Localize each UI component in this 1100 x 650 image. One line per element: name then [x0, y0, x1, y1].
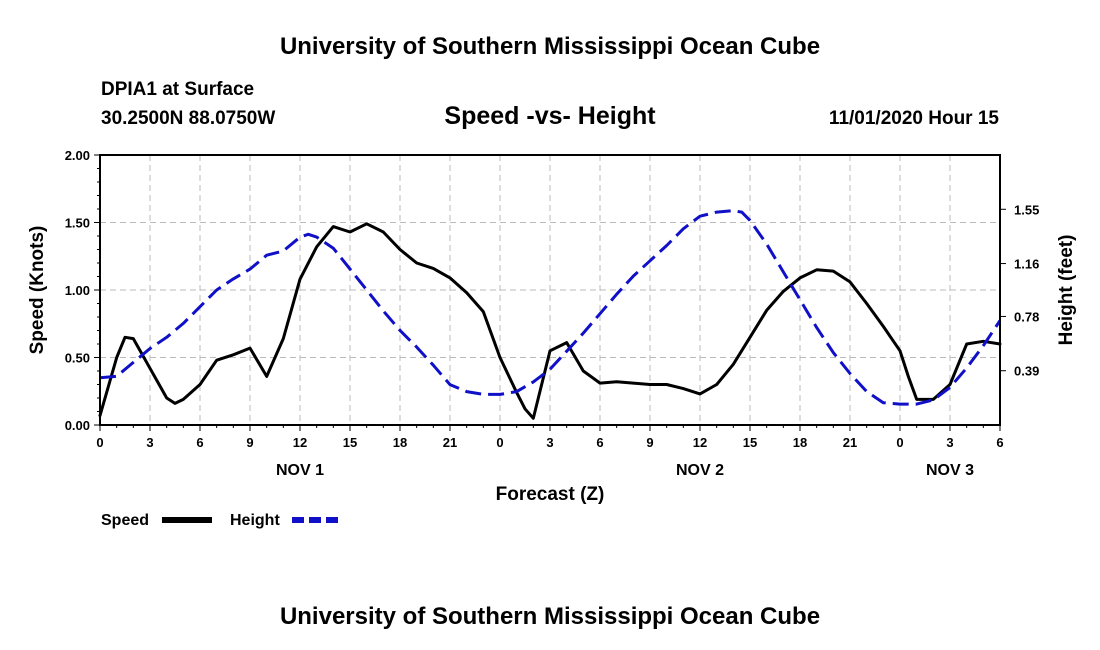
y-tick-label: 0.00 [65, 418, 90, 433]
grid-lines [100, 155, 1000, 425]
x-axis-title: Forecast (Z) [496, 484, 605, 505]
series-lines [98, 209, 1002, 420]
top-title: University of Southern Mississippi Ocean… [280, 33, 820, 60]
y-tick-label: 2.00 [65, 148, 90, 163]
x-tick-label: 0 [896, 435, 903, 450]
height-series-line [99, 209, 1002, 406]
x-tick-label: 18 [393, 435, 407, 450]
x-tick-label: 6 [996, 435, 1003, 450]
x-tick-label: 12 [293, 435, 307, 450]
axes: 0 3 6 9 12 15 18 21 0 3 6 9 12 15 18 21 0 3 6 NOV 1 NOV 2 NOV… [65, 148, 1040, 479]
x-tick-label: 18 [793, 435, 807, 450]
y2-tick-label: 0.39 [1014, 364, 1039, 379]
y2-tick-label: 1.16 [1014, 257, 1039, 272]
x-tick-label: 6 [196, 435, 203, 450]
x-tick-label: 12 [693, 435, 707, 450]
y-tick-label: 1.00 [65, 283, 90, 298]
y-axis-title: Speed (Knots) [27, 226, 48, 355]
datetime-label: 11/01/2020 Hour 15 [829, 108, 999, 129]
x-tick-label: 6 [596, 435, 603, 450]
coordinates-label: 30.2500N 88.0750W [101, 108, 275, 129]
x-tick-label: 15 [343, 435, 357, 450]
date-label: NOV 1 [276, 462, 324, 479]
date-label: NOV 2 [676, 462, 724, 479]
legend: Speed Height [101, 512, 342, 529]
x-tick-label: 9 [246, 435, 253, 450]
y2-axis-title: Height (feet) [1056, 235, 1077, 346]
legend-speed-label: Speed [101, 512, 149, 529]
chart-title: Speed -vs- Height [444, 102, 656, 130]
x-tick-label: 15 [743, 435, 757, 450]
x-tick-label: 3 [146, 435, 153, 450]
x-tick-label: 21 [443, 435, 457, 450]
y2-tick-label: 1.55 [1014, 202, 1039, 217]
date-label: NOV 3 [926, 462, 974, 479]
x-tick-label: 21 [843, 435, 857, 450]
x-tick-label: 3 [546, 435, 553, 450]
x-tick-label: 0 [496, 435, 503, 450]
legend-height-label: Height [230, 512, 280, 529]
y-tick-label: 1.50 [65, 216, 90, 231]
speed-series-line [98, 222, 1002, 420]
x-tick-label: 9 [646, 435, 653, 450]
y2-tick-label: 0.78 [1014, 309, 1039, 324]
x-tick-label: 3 [946, 435, 953, 450]
station-label: DPIA1 at Surface [101, 79, 254, 100]
x-tick-label: 0 [96, 435, 103, 450]
y-tick-label: 0.50 [65, 351, 90, 366]
bottom-title: University of Southern Mississippi Ocean… [280, 603, 820, 630]
